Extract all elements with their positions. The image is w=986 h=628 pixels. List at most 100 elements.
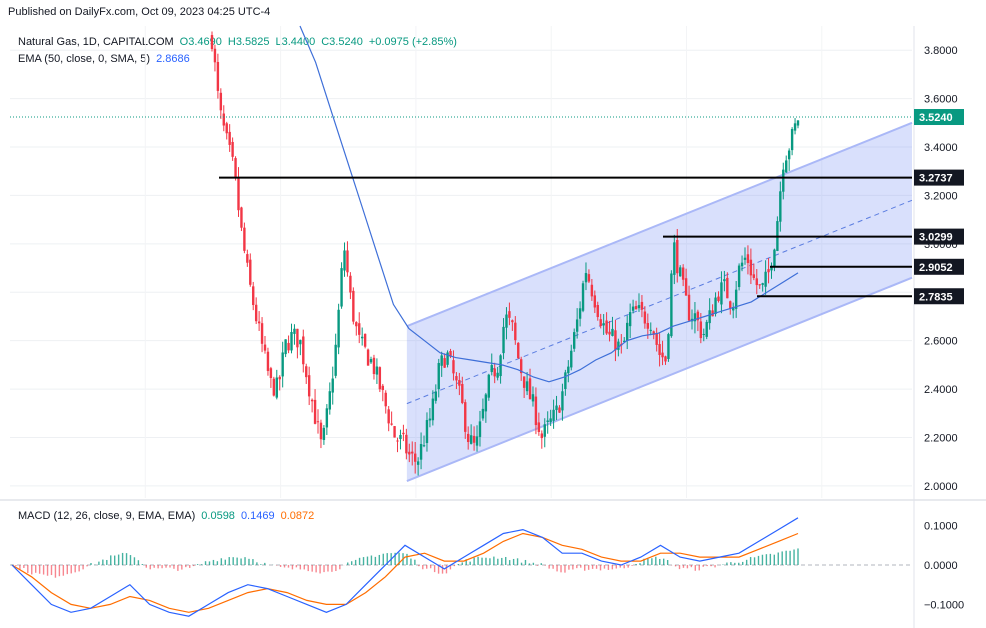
candle-body: [558, 407, 561, 413]
candle-body: [505, 314, 508, 328]
candle-body: [452, 360, 455, 374]
candle-body: [699, 321, 703, 339]
candle-body: [307, 375, 311, 397]
candle-body: [372, 357, 376, 375]
candle-body: [543, 424, 546, 437]
grid: [0, 26, 986, 628]
candle-body: [696, 311, 700, 321]
candle-body: [732, 306, 735, 311]
candle-body: [587, 274, 591, 282]
candle-body: [646, 323, 650, 329]
candle-body: [667, 334, 670, 359]
candle-body: [408, 451, 411, 455]
candle-body: [525, 381, 529, 392]
candle-body: [381, 385, 384, 391]
candle-body: [493, 368, 496, 377]
candle-body: [796, 120, 800, 126]
price-tick-label: 2.0000: [924, 481, 958, 493]
candle-body: [243, 227, 246, 251]
candle-body: [552, 409, 555, 421]
candle-body: [358, 323, 361, 335]
price-tick-label: 3.4000: [924, 142, 958, 154]
last-price-label: 3.5240: [919, 112, 953, 124]
candle-body: [676, 240, 679, 274]
candle-body: [413, 453, 417, 462]
candle-body: [734, 289, 738, 309]
candle-body: [419, 444, 423, 460]
candle-body: [228, 131, 231, 145]
candle-body: [581, 283, 585, 311]
level-tag-label: 3.0299: [919, 232, 953, 244]
candle-body: [661, 352, 664, 358]
last-price-tag: [914, 109, 964, 126]
candle-body: [490, 365, 493, 373]
candle-body: [325, 408, 329, 428]
macd-tick-label: 0.1000: [924, 521, 958, 533]
candle-body: [496, 372, 499, 378]
candle-body: [349, 275, 352, 293]
candle-body: [222, 113, 225, 126]
candle-body: [705, 321, 708, 337]
horizontal-levels: [10, 116, 912, 298]
signal-line: [11, 532, 799, 613]
close-value: C3.5240: [321, 36, 363, 48]
candle-body: [246, 254, 249, 263]
candle-body: [793, 123, 797, 131]
candle-body: [331, 378, 334, 393]
candle-body: [363, 333, 367, 347]
macd-line: [11, 517, 799, 617]
candle-body: [293, 328, 296, 334]
candle-body: [337, 309, 340, 348]
candle-body: [269, 368, 273, 379]
candle-body: [570, 350, 573, 368]
candle-body: [387, 409, 390, 424]
candle-body: [626, 322, 629, 341]
candle-body: [540, 433, 544, 439]
candle-body: [434, 391, 437, 401]
candle-body: [729, 301, 732, 309]
candle-body: [237, 178, 240, 211]
candle-body: [679, 267, 682, 277]
candle-body: [431, 398, 435, 421]
level-tag: [914, 258, 964, 275]
price-axis[interactable]: 3.80003.60003.40003.20003.00002.80002.60…: [914, 45, 964, 611]
candle-body: [749, 259, 753, 276]
candle-body: [631, 306, 635, 311]
candle-body: [717, 296, 720, 301]
candle-body: [299, 339, 302, 345]
level-tag-label: 2.9052: [919, 262, 953, 274]
level-tag: [914, 169, 964, 186]
candle-body: [549, 418, 552, 423]
candle-body: [561, 391, 564, 411]
macd-tick-label: −0.1000: [924, 599, 964, 611]
candle-body: [464, 402, 467, 432]
candle-body: [673, 242, 676, 275]
candle-body: [369, 359, 373, 363]
level-tag: [914, 228, 964, 245]
candle-body: [272, 378, 276, 396]
candle-body: [634, 306, 638, 310]
ticker-name: Natural Gas, 1D, CAPITALCOM: [18, 36, 174, 48]
candle-body: [346, 250, 349, 273]
macd-pane: [10, 517, 912, 617]
candle-body: [555, 405, 558, 411]
candle-body: [567, 366, 570, 374]
candle-body: [449, 351, 452, 357]
published-note: Published on DailyFx.com, Oct 09, 2023 0…: [8, 6, 271, 18]
candle-body: [782, 169, 785, 192]
candle-body: [319, 422, 323, 440]
candle-body: [390, 423, 393, 425]
candle-body: [210, 35, 214, 49]
high-value: H3.5825: [227, 36, 270, 48]
candle-body: [422, 445, 426, 447]
candle-body: [670, 273, 673, 337]
candle-body: [302, 336, 305, 365]
candle-body: [714, 297, 717, 314]
candle-body: [723, 279, 726, 282]
ema-legend: EMA (50, close, 0, SMA, 5) 2.8686: [18, 53, 196, 65]
candle-body: [499, 355, 502, 377]
candle-body: [790, 129, 794, 151]
candle-body: [519, 359, 523, 374]
candle-body: [649, 329, 652, 331]
